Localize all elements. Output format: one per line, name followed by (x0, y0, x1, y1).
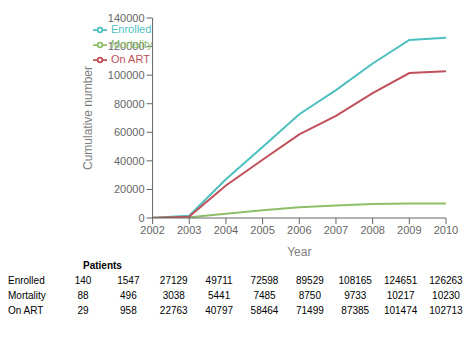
svg-text:2006: 2006 (287, 224, 311, 236)
svg-text:Year: Year (287, 245, 311, 258)
svg-text:120000: 120000 (108, 40, 145, 52)
svg-text:80000: 80000 (114, 98, 145, 110)
svg-text:2005: 2005 (250, 224, 274, 236)
svg-text:2009: 2009 (397, 224, 421, 236)
svg-text:2004: 2004 (214, 224, 238, 236)
svg-text:Cumulative number: Cumulative number (81, 66, 95, 170)
svg-text:0: 0 (138, 212, 144, 224)
svg-text:20000: 20000 (114, 183, 145, 195)
svg-text:2008: 2008 (360, 224, 384, 236)
svg-text:60000: 60000 (114, 126, 145, 138)
svg-text:2002: 2002 (140, 224, 164, 236)
svg-text:40000: 40000 (114, 155, 145, 167)
svg-text:2007: 2007 (324, 224, 348, 236)
svg-text:100000: 100000 (108, 69, 145, 81)
svg-text:140000: 140000 (108, 12, 145, 24)
svg-text:2003: 2003 (177, 224, 201, 236)
svg-text:2010: 2010 (434, 224, 458, 236)
